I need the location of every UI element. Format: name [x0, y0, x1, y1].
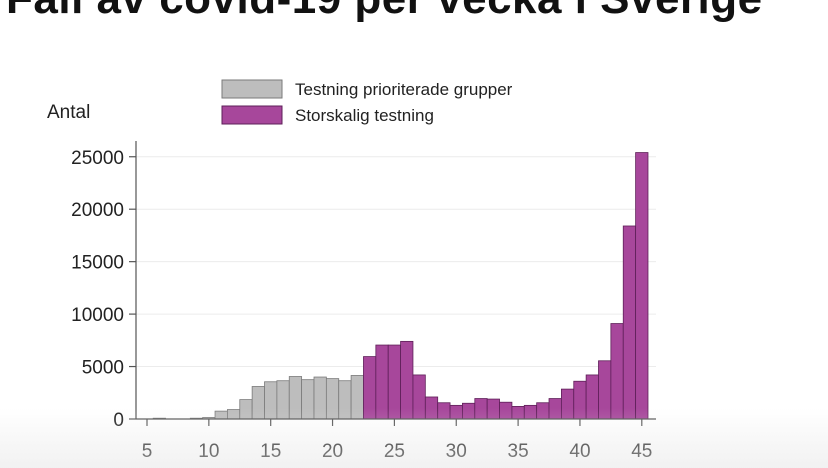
- x-tick-label: 5: [142, 441, 153, 462]
- bar: [437, 402, 451, 420]
- legend-swatch: [221, 79, 283, 99]
- bar: [424, 396, 439, 420]
- bar: [239, 399, 253, 420]
- x-tick-label: 20: [322, 441, 343, 462]
- bar: [585, 374, 599, 420]
- legend-label: Testning prioriterade grupper: [295, 80, 513, 99]
- y-tick-label: 25000: [71, 148, 124, 169]
- x-tick-label: 10: [198, 441, 219, 462]
- bar: [375, 344, 389, 420]
- y-tick-label: 15000: [71, 253, 124, 274]
- y-tick-label: 10000: [71, 305, 124, 326]
- bar: [536, 402, 550, 420]
- bar: [560, 388, 575, 420]
- bar: [264, 381, 278, 420]
- gridlines: [136, 156, 656, 368]
- bar: [523, 404, 538, 420]
- bar: [251, 386, 265, 420]
- y-tick-label: 0: [113, 410, 124, 431]
- y-tick-label: 5000: [82, 358, 124, 379]
- bar: [412, 374, 426, 420]
- bar: [622, 225, 637, 420]
- bar: [635, 152, 649, 420]
- bar: [288, 376, 303, 420]
- y-axis-label: Antal: [47, 102, 90, 123]
- bar: [499, 401, 513, 420]
- bar: [511, 406, 525, 420]
- bar: [598, 360, 612, 420]
- x-tick-label: 40: [569, 441, 590, 462]
- bar: [227, 409, 241, 420]
- bar: [548, 398, 562, 420]
- bar: [276, 380, 290, 420]
- bars: [152, 152, 649, 420]
- bar: [301, 379, 315, 420]
- bar: [387, 344, 401, 420]
- bar: [449, 404, 463, 420]
- bar: [573, 380, 587, 420]
- bar: [610, 323, 624, 420]
- bar: [350, 375, 364, 420]
- bar: [313, 376, 327, 420]
- bar: [363, 356, 377, 420]
- x-axis-ticks: 5 10 15 20 25 30 35 40 45: [142, 419, 652, 462]
- y-axis-ticks: 0 5000 10000 15000 20000 25000: [71, 148, 136, 431]
- x-tick-label: 15: [260, 441, 281, 462]
- bar: [325, 378, 340, 420]
- y-tick-label: 20000: [71, 200, 124, 221]
- slide-title: Fall av covid-19 per vecka i Sverige: [6, 0, 763, 24]
- x-tick-label: 25: [384, 441, 405, 462]
- bar: [486, 398, 500, 420]
- bar: [214, 410, 228, 420]
- bar: [462, 402, 476, 420]
- legend-label: Storskalig testning: [295, 106, 434, 125]
- bar: [338, 380, 352, 420]
- legend: Testning prioriterade grupper Storskalig …: [221, 79, 513, 125]
- x-tick-label: 30: [446, 441, 467, 462]
- x-tick-label: 35: [508, 441, 529, 462]
- x-tick-label: 45: [631, 441, 652, 462]
- legend-swatch: [221, 105, 283, 125]
- bar: [474, 398, 488, 420]
- bar: [400, 340, 414, 420]
